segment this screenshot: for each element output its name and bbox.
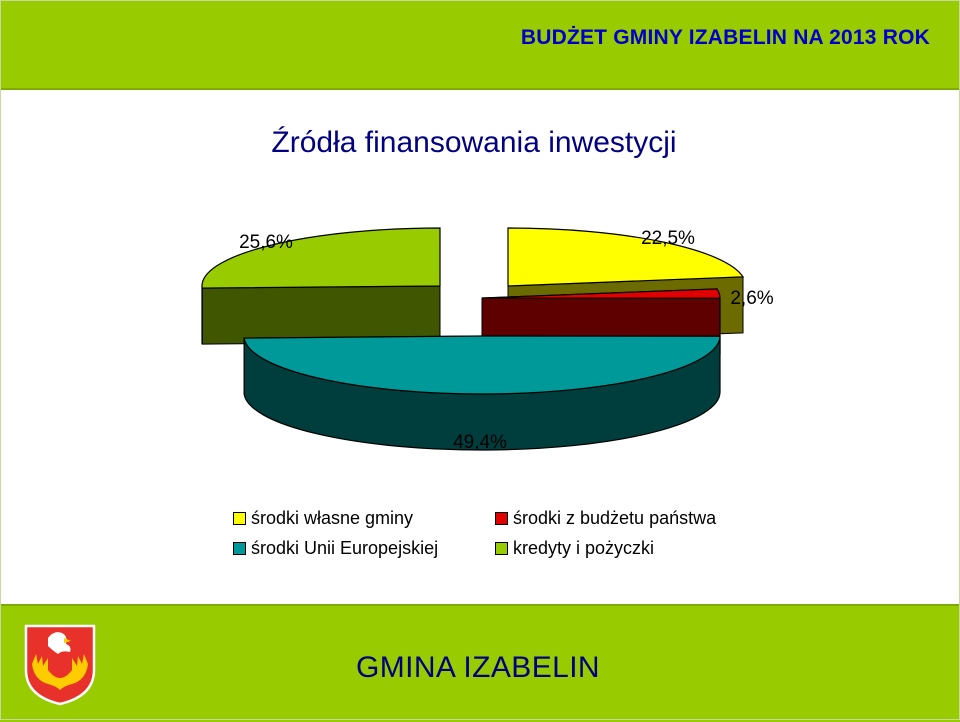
legend-swatch [495,512,508,525]
data-label-kredyty-i-pozyczki: 25,6% [239,232,293,253]
pie-slice-top [508,228,743,286]
data-label-srodki-unii-europejskiej: 49,4% [453,432,507,453]
legend-swatch [233,512,246,525]
legend-swatch [233,542,246,555]
legend-label: środki własne gminy [251,508,413,529]
data-label-srodki-wlasne-gminy: 22,5% [641,228,695,249]
pie-slice-top [202,228,440,288]
legend-label: środki z budżetu państwa [513,508,716,529]
pie-chart: 22,5% 2,6% 49,4% 25,6% [0,0,960,600]
pie-slice-kredyty-i-pozyczki [202,228,440,344]
legend-label: środki Unii Europejskiej [251,538,438,559]
pie-slice-side [202,286,440,344]
data-label-srodki-z-budzetu-panstwa: 2,6% [730,288,773,309]
footer-title: GMINA IZABELIN [356,651,600,685]
legend-label: kredyty i pożyczki [513,538,654,559]
coat-of-arms-icon [24,624,96,706]
legend-swatch [495,542,508,555]
